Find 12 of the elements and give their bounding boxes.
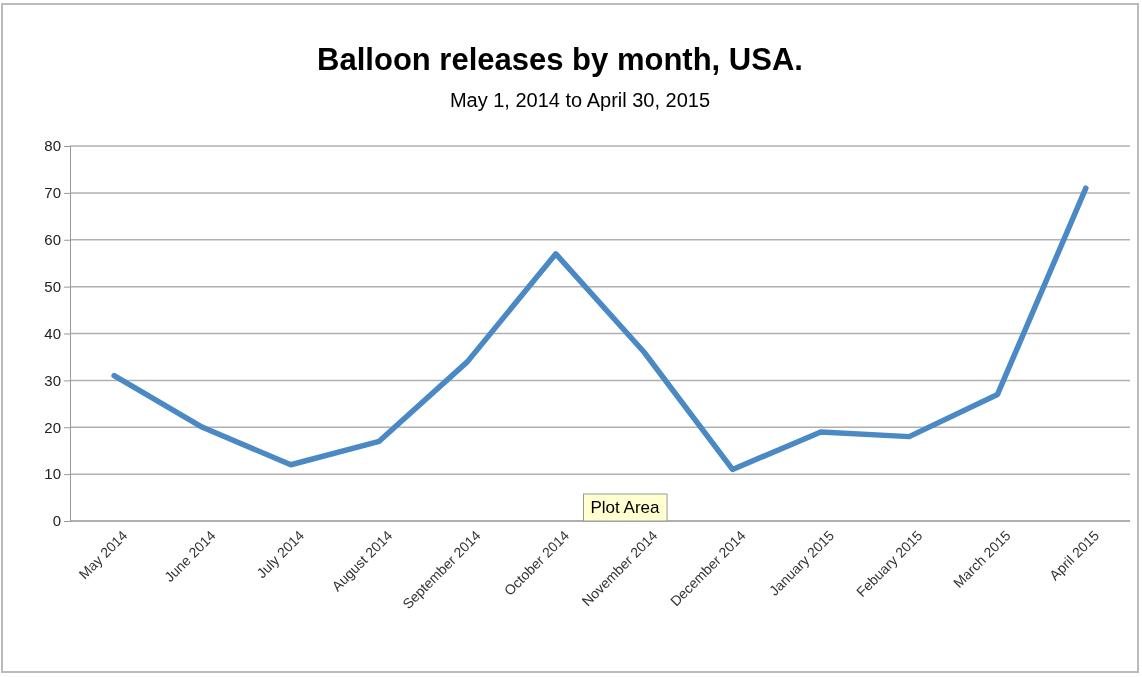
annotation: Plot Area — [590, 498, 661, 517]
y-tick-label: 80 — [44, 137, 61, 155]
y-tick-label: 10 — [44, 465, 61, 483]
y-tick-label: 50 — [44, 277, 61, 295]
y-tick-label: 0 — [52, 512, 61, 530]
chart-title: Balloon releases by month, USA. — [317, 42, 803, 77]
y-tick-label: 60 — [44, 231, 61, 249]
y-tick-label: 30 — [44, 371, 61, 389]
y-tick-label: 40 — [44, 324, 61, 342]
chart-subtitle: May 1, 2014 to April 30, 2015 — [449, 89, 711, 111]
y-tick-label: 70 — [44, 184, 61, 202]
y-tick-label: 20 — [44, 418, 61, 436]
